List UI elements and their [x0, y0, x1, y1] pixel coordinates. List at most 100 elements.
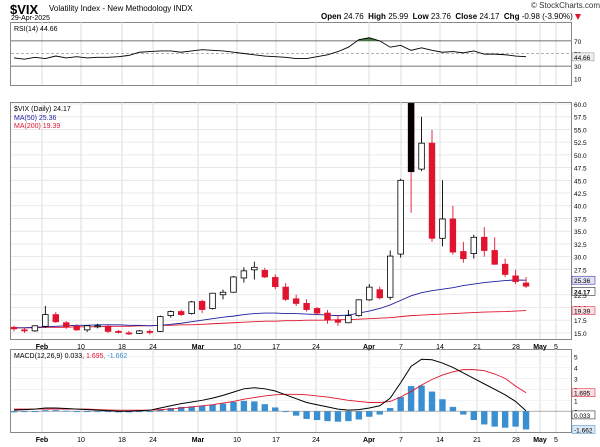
candle-body [292, 298, 300, 304]
x-tick-label-price: 7 [399, 344, 403, 351]
candle-body [73, 325, 80, 331]
macd-hist-bar [104, 411, 112, 413]
candle-body [491, 250, 498, 265]
candle-body [366, 286, 373, 301]
macd-hist-bar [470, 411, 477, 421]
price-tick-label: 50.0 [574, 153, 587, 160]
macd-hist-bar [512, 411, 519, 427]
macd-hist-bar [146, 411, 154, 413]
candle-body [428, 142, 436, 239]
macd-hist-bar [52, 410, 59, 412]
macd-label-hist: , -1.662 [104, 353, 128, 360]
macd-hist-bar [313, 411, 321, 421]
rsi-value-tag [571, 52, 595, 62]
x-tick-label-price: 10 [77, 344, 85, 351]
macd-hist-bar [136, 411, 143, 413]
price-panel-frame [10, 102, 572, 340]
open-label: Open [321, 12, 342, 21]
candle-body [418, 142, 425, 170]
price-tick-label: 32.5 [574, 242, 587, 249]
x-tick-label-price: 17 [272, 344, 280, 351]
macd-value-tag [571, 388, 596, 397]
candle-body [261, 269, 268, 278]
x-tick-label-macd: 5 [554, 437, 558, 444]
price-legend-ma200: MA(200) 19.39 [14, 123, 60, 130]
macd-hist-bar [31, 411, 39, 413]
macd-hist-bar [449, 406, 457, 412]
chg-label: Chg [503, 12, 520, 21]
x-tick-label-macd: 24 [312, 437, 320, 444]
candle-body [439, 218, 446, 239]
high-label: High [368, 12, 386, 21]
price-legend-vix: $VIX (Daily) 24.17 [14, 106, 71, 113]
x-tick-label-macd: 10 [233, 437, 241, 444]
candle-body [10, 326, 18, 330]
macd-line [13, 358, 527, 412]
watermark: © StockCharts.com [531, 1, 600, 10]
candle-body [501, 263, 509, 275]
price-tick-label: 60.0 [574, 102, 587, 109]
macd-hist-bar [522, 411, 530, 430]
macd-hist-bar [292, 411, 300, 416]
candle-body [386, 255, 394, 298]
chg-value: -0.98 (-3.90%) [521, 12, 573, 21]
ohlc-readout: Open 24.76 High 25.99 Low 23.76 Close 24… [321, 12, 582, 21]
symbol: $VIX [10, 2, 39, 17]
x-tick-label-macd: Feb [36, 437, 48, 444]
candle-body [52, 314, 59, 323]
macd-hist-bar [261, 404, 268, 412]
macd-tick-label: 1 [574, 398, 578, 405]
macd-hist-bar [481, 411, 488, 425]
price-value-tag-text: 19.39 [574, 309, 591, 316]
x-tick-label-macd: Mar [192, 437, 205, 444]
candle-body [136, 330, 143, 334]
x-tick-label-price: 14 [436, 344, 444, 351]
x-tick-label-price: 10 [233, 344, 241, 351]
macd-hist-bar [178, 406, 185, 412]
macd-hist-bar [209, 404, 216, 412]
macd-hist-bar [501, 411, 509, 428]
x-tick-label-macd: 21 [473, 437, 481, 444]
x-tick-label-price: 24 [149, 344, 157, 351]
candle-body [115, 330, 122, 333]
candle-body [272, 277, 279, 288]
candle-body [157, 316, 164, 332]
candle-body [522, 282, 530, 287]
chart-date: 29-Apr-2025 [11, 15, 50, 22]
macd-label: MACD(12,26,9) 0.033, 1.695, -1.662 [14, 353, 127, 360]
candle-body [209, 292, 216, 309]
candle-body [167, 311, 174, 317]
ma50-line [14, 279, 527, 329]
candle-body [198, 300, 206, 310]
macd-hist-bar [188, 406, 195, 412]
macd-value-tag [571, 425, 596, 434]
candle-body [31, 325, 39, 332]
macd-hist-bar [115, 411, 122, 413]
candle-body [240, 270, 248, 279]
macd-hist-bar [491, 411, 498, 427]
index-name-text: Volatility Index - New Methodology [49, 4, 172, 13]
candle-body [42, 314, 49, 327]
price-tick-label: 35.0 [574, 229, 587, 236]
x-tick-label-price: May [533, 344, 547, 351]
macd-tick-label: 3 [574, 376, 578, 383]
macd-hist-bar [230, 401, 237, 412]
rsi-label: RSI(14) 44.66 [14, 26, 58, 33]
macd-hist-bar [94, 411, 101, 413]
price-tick-label: 22.5 [574, 293, 587, 300]
macd-hist-bar [83, 411, 91, 413]
macd-hist-bar [219, 403, 227, 412]
rsi-overbought-fill [358, 37, 380, 41]
price-legend-ma50: MA(50) 25.36 [14, 115, 57, 122]
low-label: Low [412, 12, 429, 21]
macd-hist-bar [397, 397, 404, 412]
x-tick-label-price: Feb [36, 344, 48, 351]
candle-body [251, 266, 258, 271]
price-value-tag [571, 287, 596, 296]
x-tick-label-price: 21 [473, 344, 481, 351]
x-tick-label-macd: Apr [363, 437, 375, 444]
x-tick-label-macd: 17 [272, 437, 280, 444]
macd-hist-bar [272, 407, 279, 412]
high-value: 25.99 [388, 12, 409, 21]
